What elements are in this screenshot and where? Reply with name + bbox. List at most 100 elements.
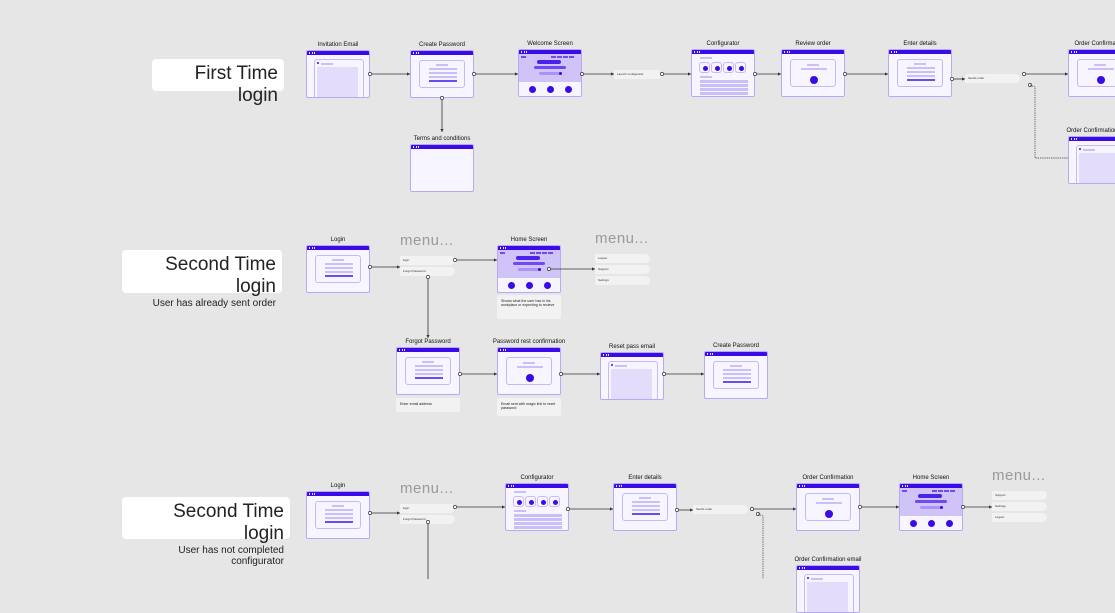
- placeholder-circle: [540, 499, 546, 505]
- connector-start: [458, 372, 462, 376]
- screen-r1-confirm-email[interactable]: [1068, 136, 1115, 184]
- placeholder-circle: [526, 374, 534, 382]
- placeholder-line: [429, 68, 457, 70]
- window-dot: [1076, 138, 1078, 140]
- hero-input: [518, 268, 540, 271]
- screen-r3-confirm[interactable]: [796, 483, 860, 531]
- window-dot: [786, 51, 788, 53]
- screen-r1-details[interactable]: [888, 49, 952, 97]
- menu-item[interactable]: Logout: [595, 254, 650, 263]
- placeholder-line: [530, 252, 535, 254]
- screen-r1-review[interactable]: [781, 49, 845, 97]
- window-dot: [521, 51, 523, 53]
- connector-start: [566, 507, 570, 511]
- window-dot: [896, 51, 898, 53]
- connector-start: [368, 265, 372, 269]
- hero-input: [920, 506, 942, 509]
- placeholder-circle: [516, 499, 522, 505]
- menu-item[interactable]: login: [400, 256, 455, 265]
- placeholder-line: [523, 362, 535, 364]
- window-dot: [309, 52, 311, 54]
- hero-subtitle: [513, 262, 545, 265]
- placeholder-line: [723, 369, 751, 371]
- window-dot: [907, 485, 909, 487]
- email-card: [608, 361, 658, 399]
- screen-r3-details[interactable]: [613, 483, 677, 531]
- list-row: [514, 522, 562, 525]
- email-body: [807, 582, 848, 612]
- placeholder-line: [436, 64, 448, 66]
- screen-r1-welcome[interactable]: [518, 49, 582, 97]
- window-dot: [1071, 138, 1073, 140]
- connector-start: [858, 505, 862, 509]
- window-dot: [893, 51, 895, 53]
- screen-r1-confirm[interactable]: [1068, 49, 1115, 97]
- hero-section: [498, 250, 560, 278]
- placeholder-line: [816, 502, 842, 504]
- menu-item[interactable]: Settings: [595, 276, 650, 285]
- menu-item[interactable]: Forgot Password: [400, 267, 455, 276]
- screen-r2-reset-conf[interactable]: [497, 347, 561, 395]
- option-tile: [525, 496, 536, 507]
- menu-item[interactable]: Forgot Password: [400, 515, 455, 524]
- screen-r1-invite[interactable]: [306, 50, 370, 98]
- arrowhead-icon: [502, 505, 505, 509]
- window-dot: [616, 485, 618, 487]
- menu-item[interactable]: Logout: [992, 513, 1047, 522]
- menu-item[interactable]: Support: [992, 491, 1047, 500]
- window-dot: [1073, 138, 1075, 140]
- placeholder-line: [902, 490, 907, 492]
- placeholder-line: [723, 373, 751, 375]
- placeholder-circle: [529, 86, 536, 93]
- connector-start: [426, 520, 430, 524]
- screen-r2-login[interactable]: [306, 245, 370, 293]
- placeholder-line: [639, 497, 651, 499]
- placeholder-line: [325, 517, 353, 519]
- placeholder-line: [321, 62, 333, 65]
- placeholder-line: [801, 68, 827, 70]
- menu-heading: menu...: [400, 480, 454, 497]
- placeholder-line: [548, 252, 553, 254]
- hero-title: [918, 494, 942, 498]
- placeholder-line: [415, 377, 443, 379]
- window-dot: [618, 485, 620, 487]
- screen-r1-terms[interactable]: [410, 144, 474, 192]
- screen-label: Create Password: [712, 343, 760, 349]
- menu-item[interactable]: login: [400, 504, 455, 513]
- email-card: [314, 59, 364, 97]
- email-card: [1076, 145, 1115, 183]
- window-dot: [694, 51, 696, 53]
- screen-r2-reset-email[interactable]: [600, 352, 664, 400]
- connector-start: [453, 505, 457, 509]
- content-card: [315, 501, 361, 529]
- placeholder-line: [700, 57, 712, 59]
- screen-r1-create[interactable]: [410, 50, 474, 98]
- list-row: [700, 88, 748, 91]
- placeholder-line: [632, 513, 660, 515]
- window-dot: [399, 349, 401, 351]
- content-card: [713, 361, 759, 389]
- screen-r1-config[interactable]: [691, 49, 755, 97]
- connector-start: [580, 72, 584, 76]
- placeholder-line: [429, 76, 457, 78]
- menu-item[interactable]: Support: [595, 265, 650, 274]
- screen-r3-login[interactable]: [306, 491, 370, 539]
- placeholder-circle: [940, 506, 943, 509]
- placeholder-line: [730, 365, 742, 367]
- screen-r2-create[interactable]: [704, 351, 768, 399]
- placeholder-circle: [1079, 148, 1081, 150]
- screen-r3-config[interactable]: [505, 483, 569, 531]
- placeholder-circle: [565, 86, 572, 93]
- screen-r2-forgot[interactable]: [396, 347, 460, 395]
- connector-start: [547, 267, 551, 271]
- window-titlebar: [397, 348, 459, 352]
- screen-r3-home[interactable]: [899, 483, 963, 531]
- screen-label: Create Password: [418, 42, 466, 48]
- hero-input: [539, 72, 561, 75]
- placeholder-line: [907, 71, 935, 73]
- placeholder-circle: [702, 65, 708, 71]
- placeholder-line: [521, 56, 526, 58]
- content-card: [315, 255, 361, 283]
- option-tile: [699, 62, 710, 73]
- menu-item[interactable]: Settings: [992, 502, 1047, 511]
